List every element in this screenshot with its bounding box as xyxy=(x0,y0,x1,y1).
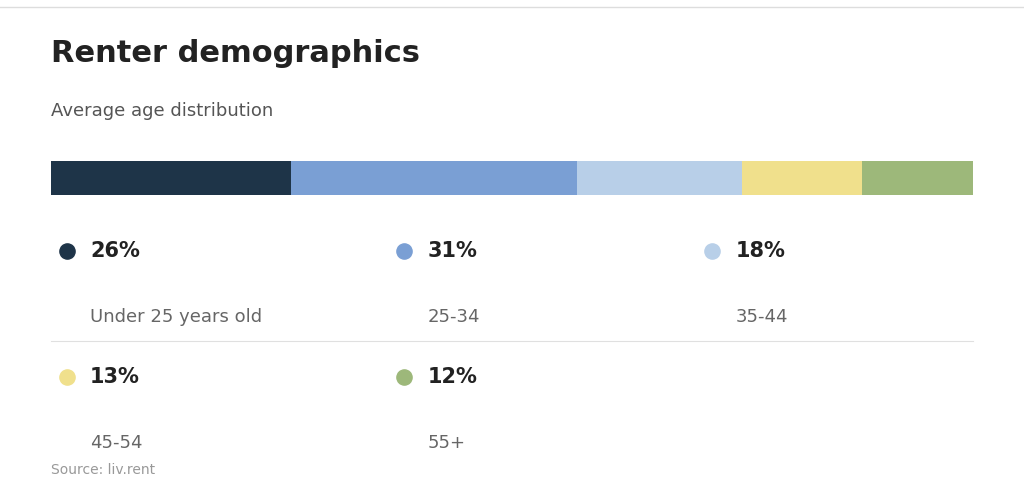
Text: 18%: 18% xyxy=(735,241,785,261)
Text: Renter demographics: Renter demographics xyxy=(51,39,420,68)
Point xyxy=(58,374,75,381)
Text: Average age distribution: Average age distribution xyxy=(51,102,273,120)
Text: 55+: 55+ xyxy=(428,434,466,452)
Bar xyxy=(577,161,742,195)
Point xyxy=(703,247,720,255)
Text: 26%: 26% xyxy=(90,241,140,261)
Text: 35-44: 35-44 xyxy=(735,308,787,325)
Text: 25-34: 25-34 xyxy=(428,308,480,325)
Text: 12%: 12% xyxy=(428,367,478,388)
Bar xyxy=(862,161,973,195)
Point xyxy=(396,247,413,255)
Text: Source: liv.rent: Source: liv.rent xyxy=(51,463,156,477)
Text: 31%: 31% xyxy=(428,241,478,261)
Bar xyxy=(291,161,577,195)
Text: 45-54: 45-54 xyxy=(90,434,142,452)
Point xyxy=(396,374,413,381)
Bar xyxy=(51,161,291,195)
Bar xyxy=(742,161,862,195)
Text: 13%: 13% xyxy=(90,367,140,388)
Point xyxy=(58,247,75,255)
Text: Under 25 years old: Under 25 years old xyxy=(90,308,262,325)
